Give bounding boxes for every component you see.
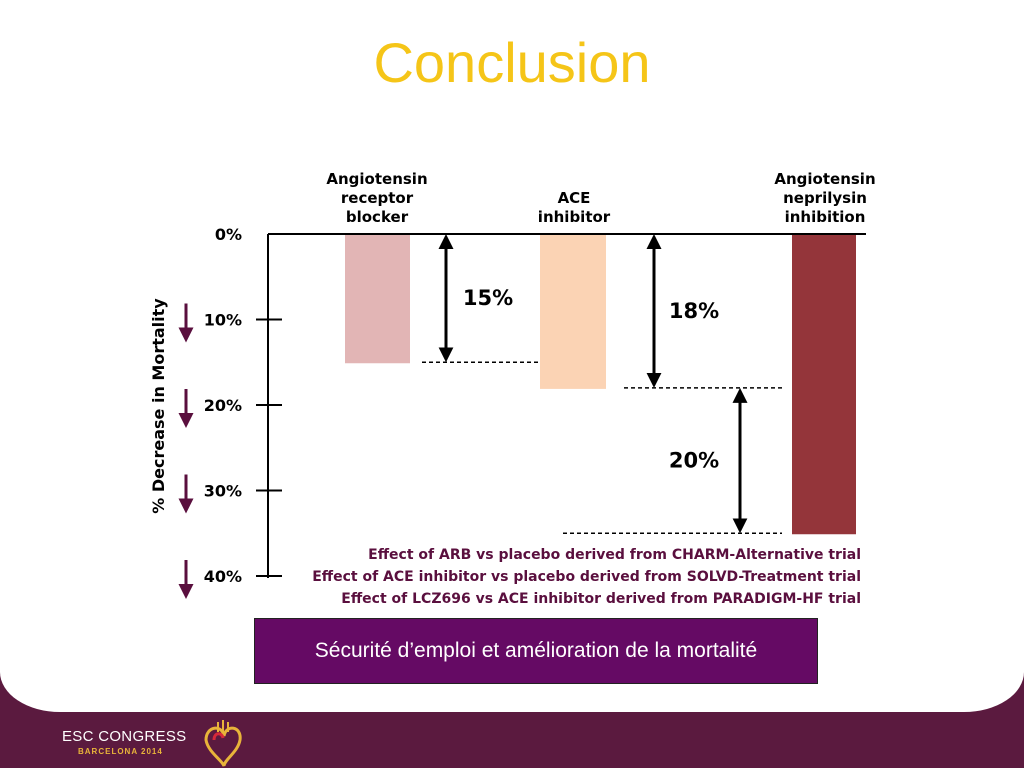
source-note: Effect of LCZ696 vs ACE inhibitor derive… (341, 591, 861, 607)
congress-logo-icon (204, 720, 242, 767)
category-label-line: ACE (558, 189, 591, 207)
caption-text: Sécurité d’emploi et amélioration de la … (314, 639, 758, 662)
y-tick-label: 20% (204, 396, 242, 415)
annotation-label: 15% (463, 286, 513, 310)
category-label-line: inhibitor (538, 208, 611, 226)
bar-1 (345, 235, 410, 364)
y-ticks: 0% 10% 20% 30% 40% (178, 225, 282, 599)
slide-title: Conclusion (373, 31, 651, 94)
caption-box: Sécurité d’emploi et amélioration de la … (254, 618, 818, 684)
category-label-line: Angiotensin (326, 170, 427, 188)
mortality-chart: % Decrease in Mortality 0% 10% 20% 30% 40% A… (149, 170, 876, 607)
bars (345, 235, 856, 535)
y-tick-label: 0% (215, 225, 242, 244)
bar-2 (540, 235, 606, 389)
y-tick-label: 40% (204, 567, 242, 586)
annotations: 15% 18% 20% (422, 234, 784, 534)
category-label-line: neprilysin (783, 189, 867, 207)
annotation-label: 18% (669, 299, 719, 323)
source-note: Effect of ACE inhibitor vs placebo deriv… (312, 569, 861, 585)
notes: Effect of ARB vs placebo derived from CH… (312, 547, 861, 607)
event-subtitle: BARCELONA 2014 (78, 747, 163, 756)
slide: Conclusion % Decrease in Mortality 0% 10%… (0, 0, 1024, 712)
y-tick-label: 30% (204, 482, 242, 501)
category-labels: AngiotensinreceptorblockerACEinhibitorAn… (326, 170, 875, 226)
category-label-line: inhibition (785, 208, 866, 226)
source-note: Effect of ARB vs placebo derived from CH… (368, 547, 861, 563)
category-label-line: receptor (341, 189, 414, 207)
bar-3 (792, 235, 856, 535)
event-name: ESC CONGRESS (62, 728, 187, 745)
y-axis-label: % Decrease in Mortality (149, 298, 168, 514)
annotation-label: 20% (669, 449, 719, 473)
category-label-line: blocker (346, 208, 409, 226)
category-label-line: Angiotensin (774, 170, 875, 188)
y-tick-label: 10% (204, 311, 242, 330)
